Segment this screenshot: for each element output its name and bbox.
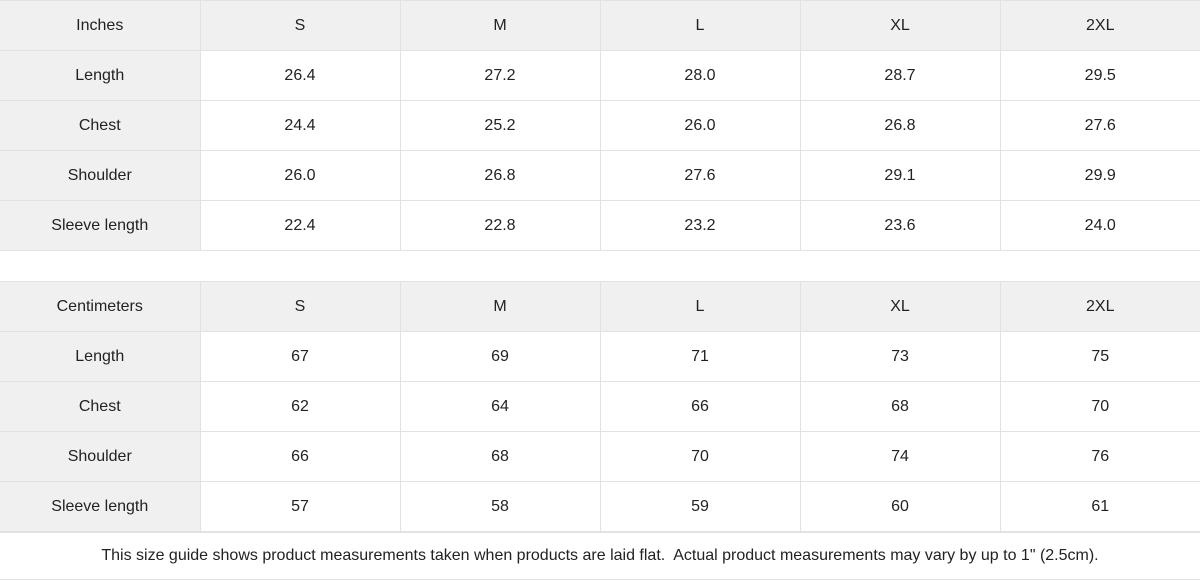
table-row: Sleeve length 57 58 59 60 61 xyxy=(0,481,1200,532)
value-cell: 26.8 xyxy=(799,100,1001,151)
value-cell: 68 xyxy=(399,431,601,482)
value-cell: 26.8 xyxy=(399,150,601,201)
value-cell: 74 xyxy=(799,431,1001,482)
value-cell: 66 xyxy=(599,381,801,432)
size-header-cell: S xyxy=(199,281,401,332)
size-header-cell: L xyxy=(599,0,801,51)
value-cell: 71 xyxy=(599,331,801,382)
value-cell: 27.6 xyxy=(599,150,801,201)
value-cell: 59 xyxy=(599,481,801,532)
value-cell: 28.7 xyxy=(799,50,1001,101)
value-cell: 62 xyxy=(199,381,401,432)
row-label-cell: Sleeve length xyxy=(0,200,201,251)
value-cell: 22.4 xyxy=(199,200,401,251)
size-header-cell: L xyxy=(599,281,801,332)
value-cell: 29.1 xyxy=(799,150,1001,201)
value-cell: 29.5 xyxy=(999,50,1200,101)
value-cell: 27.6 xyxy=(999,100,1200,151)
size-guide-footer-note: This size guide shows product measuremen… xyxy=(0,532,1200,580)
size-header-cell: 2XL xyxy=(999,281,1200,332)
value-cell: 70 xyxy=(599,431,801,482)
value-cell: 24.4 xyxy=(199,100,401,151)
value-cell: 26.4 xyxy=(199,50,401,101)
table-row: Length 67 69 71 73 75 xyxy=(0,331,1200,382)
value-cell: 22.8 xyxy=(399,200,601,251)
row-label-cell: Sleeve length xyxy=(0,481,201,532)
value-cell: 29.9 xyxy=(999,150,1200,201)
table-row: Chest 24.4 25.2 26.0 26.8 27.6 xyxy=(0,100,1200,151)
value-cell: 26.0 xyxy=(199,150,401,201)
table-row: Chest 62 64 66 68 70 xyxy=(0,381,1200,432)
value-cell: 23.2 xyxy=(599,200,801,251)
table-header-row: Inches S M L XL 2XL xyxy=(0,0,1200,51)
value-cell: 58 xyxy=(399,481,601,532)
value-cell: 69 xyxy=(399,331,601,382)
value-cell: 26.0 xyxy=(599,100,801,151)
value-cell: 24.0 xyxy=(999,200,1200,251)
row-label-cell: Chest xyxy=(0,381,201,432)
row-label-cell: Length xyxy=(0,50,201,101)
row-label-cell: Length xyxy=(0,331,201,382)
table-gap-spacer xyxy=(0,251,1200,281)
value-cell: 60 xyxy=(799,481,1001,532)
table-row: Sleeve length 22.4 22.8 23.2 23.6 24.0 xyxy=(0,200,1200,251)
value-cell: 76 xyxy=(999,431,1200,482)
size-header-cell: S xyxy=(199,0,401,51)
value-cell: 57 xyxy=(199,481,401,532)
size-table-centimeters: Centimeters S M L XL 2XL Length 67 69 71… xyxy=(0,281,1200,532)
value-cell: 61 xyxy=(999,481,1200,532)
unit-header-cell: Inches xyxy=(0,0,201,51)
value-cell: 28.0 xyxy=(599,50,801,101)
value-cell: 25.2 xyxy=(399,100,601,151)
size-header-cell: M xyxy=(399,281,601,332)
size-header-cell: 2XL xyxy=(999,0,1200,51)
value-cell: 66 xyxy=(199,431,401,482)
value-cell: 27.2 xyxy=(399,50,601,101)
size-header-cell: XL xyxy=(799,281,1001,332)
row-label-cell: Chest xyxy=(0,100,201,151)
value-cell: 67 xyxy=(199,331,401,382)
size-header-cell: M xyxy=(399,0,601,51)
table-header-row: Centimeters S M L XL 2XL xyxy=(0,281,1200,332)
value-cell: 70 xyxy=(999,381,1200,432)
size-header-cell: XL xyxy=(799,0,1001,51)
size-table-inches: Inches S M L XL 2XL Length 26.4 27.2 28.… xyxy=(0,0,1200,251)
row-label-cell: Shoulder xyxy=(0,150,201,201)
value-cell: 64 xyxy=(399,381,601,432)
table-row: Shoulder 26.0 26.8 27.6 29.1 29.9 xyxy=(0,150,1200,201)
table-row: Length 26.4 27.2 28.0 28.7 29.5 xyxy=(0,50,1200,101)
value-cell: 75 xyxy=(999,331,1200,382)
unit-header-cell: Centimeters xyxy=(0,281,201,332)
value-cell: 23.6 xyxy=(799,200,1001,251)
row-label-cell: Shoulder xyxy=(0,431,201,482)
value-cell: 73 xyxy=(799,331,1001,382)
table-row: Shoulder 66 68 70 74 76 xyxy=(0,431,1200,482)
value-cell: 68 xyxy=(799,381,1001,432)
